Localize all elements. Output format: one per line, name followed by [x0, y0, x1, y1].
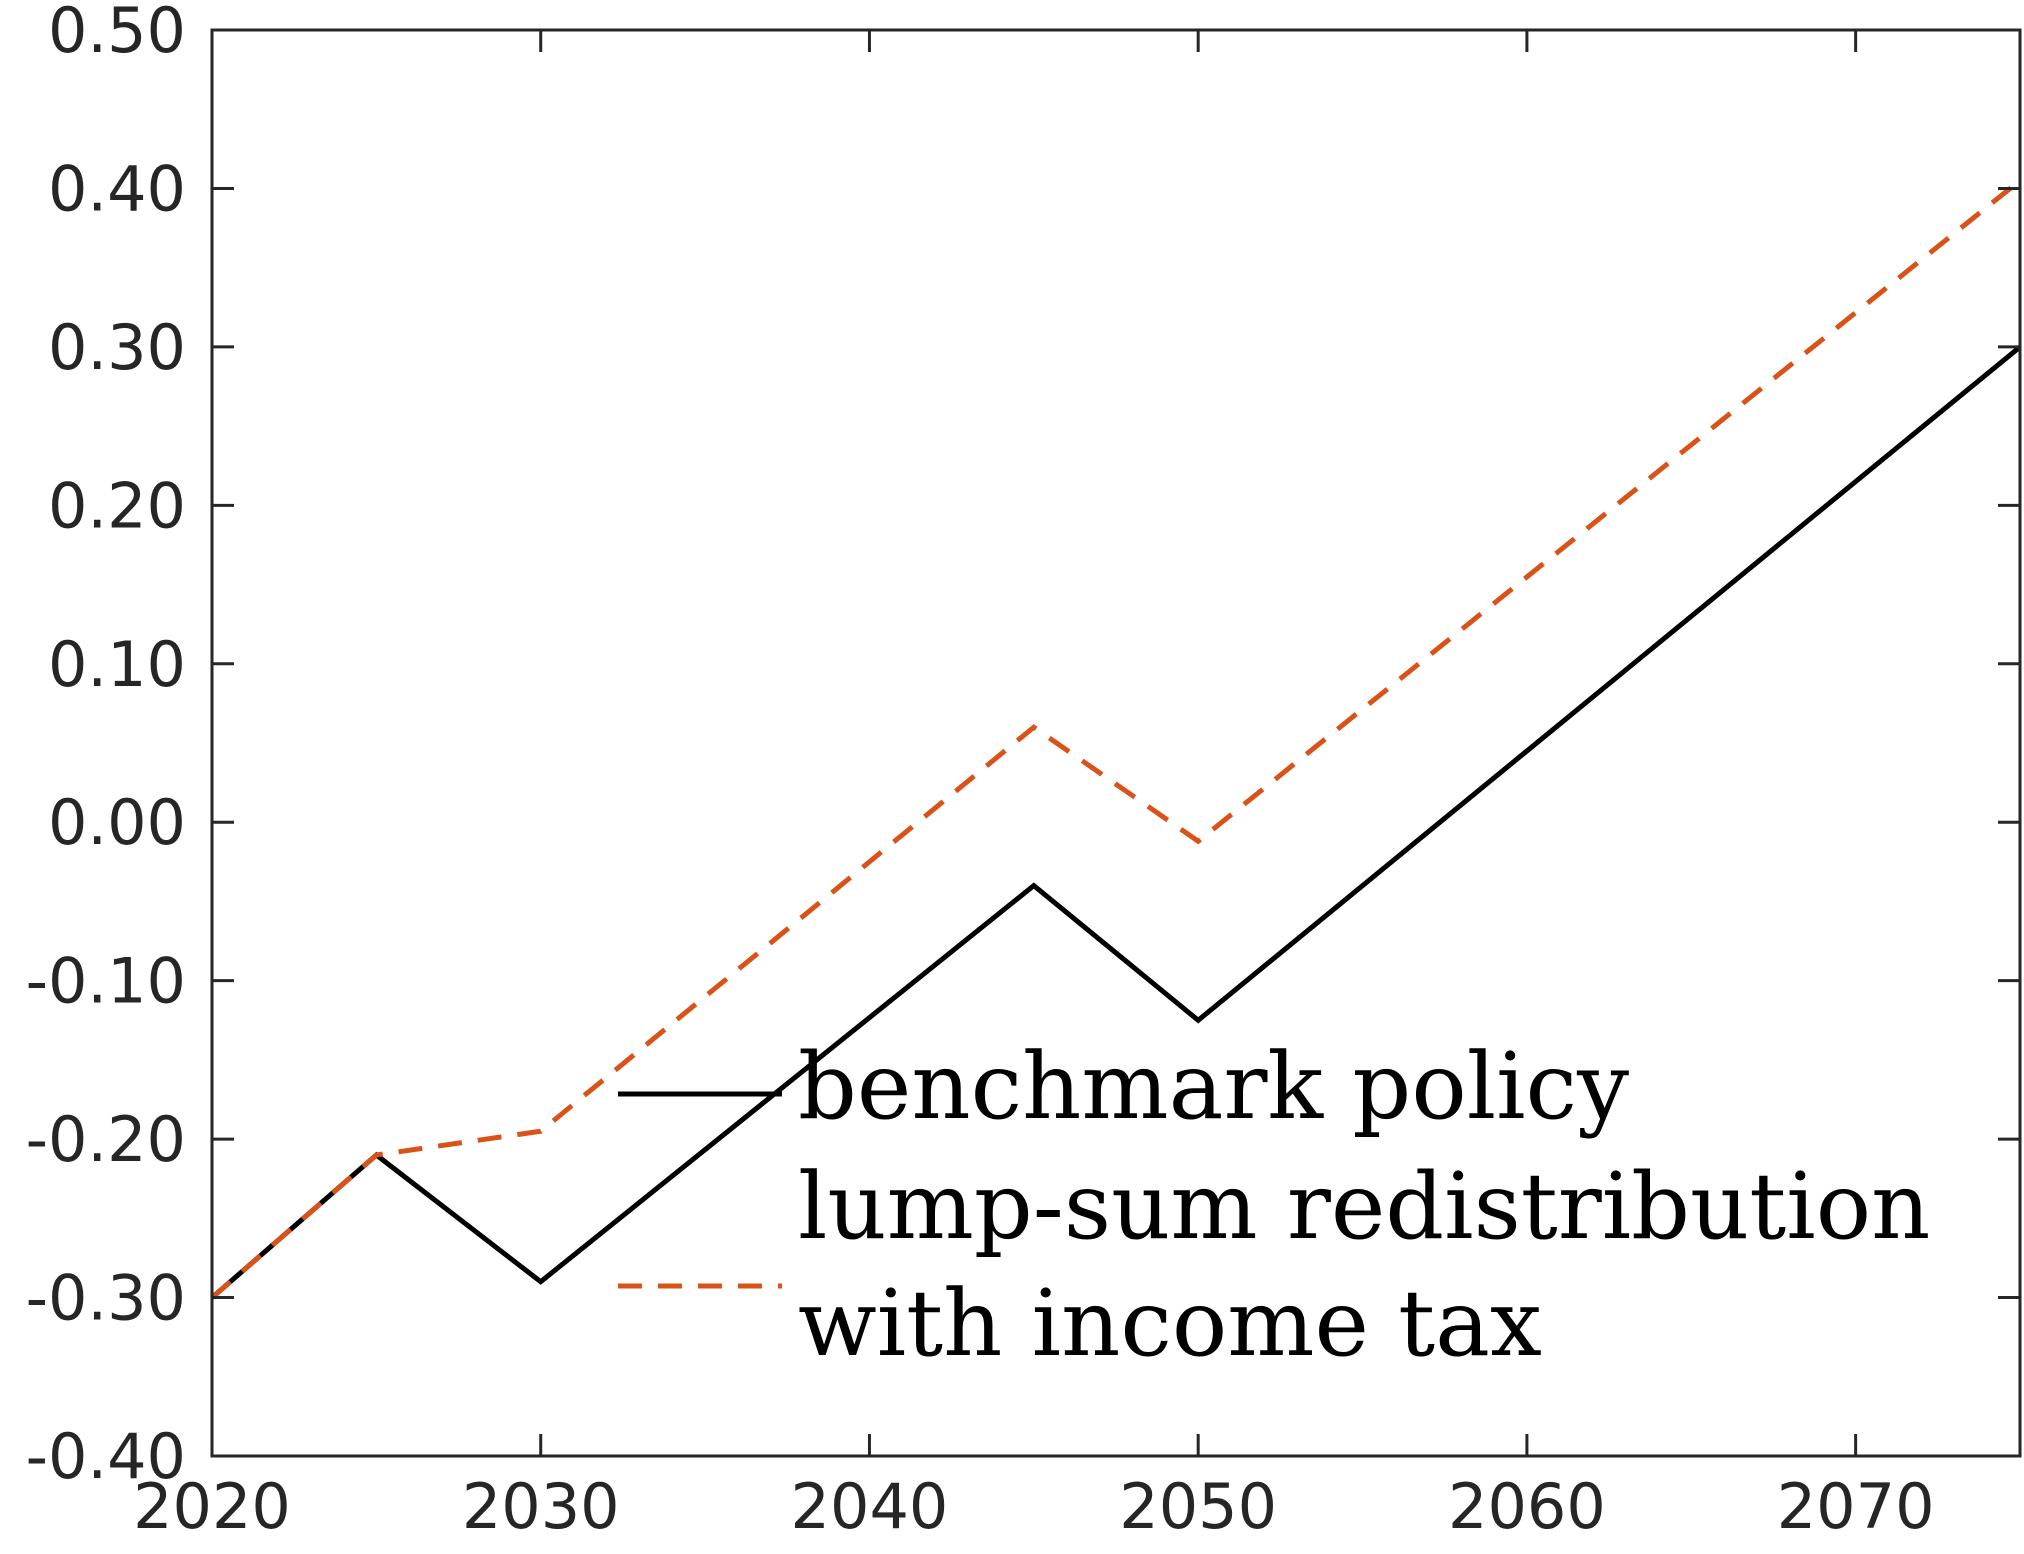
y-tick-label: -0.20 [26, 1103, 186, 1176]
legend: benchmark policy lump-sum redistributionw… [618, 1033, 1930, 1377]
plot-frame [210, 28, 2022, 1458]
legend-label-1: lump-sum redistribution [798, 1153, 1930, 1260]
x-tick-label: 2020 [133, 1470, 291, 1543]
y-tick-label: 0.40 [48, 152, 186, 225]
y-tick-label: 0.30 [48, 311, 186, 384]
y-tick-label: -0.30 [26, 1262, 186, 1335]
y-tick-label: 0.00 [48, 786, 186, 859]
x-tick-label: 2070 [1777, 1470, 1935, 1543]
legend-label-2: with income tax [798, 1270, 1542, 1377]
legend-label-0: benchmark policy [798, 1033, 1629, 1140]
y-tick-label: 0.50 [48, 0, 186, 67]
y-tick-label: 0.10 [48, 628, 186, 701]
x-tick-label: 2060 [1448, 1470, 1606, 1543]
x-tick-label: 2050 [1119, 1470, 1277, 1543]
y-tick-label: -0.40 [26, 1420, 186, 1493]
series-line-2 [210, 178, 2022, 1300]
series-layer [210, 178, 2022, 1300]
ticks-layer: 2020 2030 2040 2050 2060 2070 -0.40 -0.30 -0.20 -… [26, 0, 2020, 1543]
x-tick-label: 2030 [462, 1470, 620, 1543]
x-tick-label: 2040 [791, 1470, 949, 1543]
y-tick-label: 0.20 [48, 469, 186, 542]
y-tick-label: -0.10 [26, 945, 186, 1018]
